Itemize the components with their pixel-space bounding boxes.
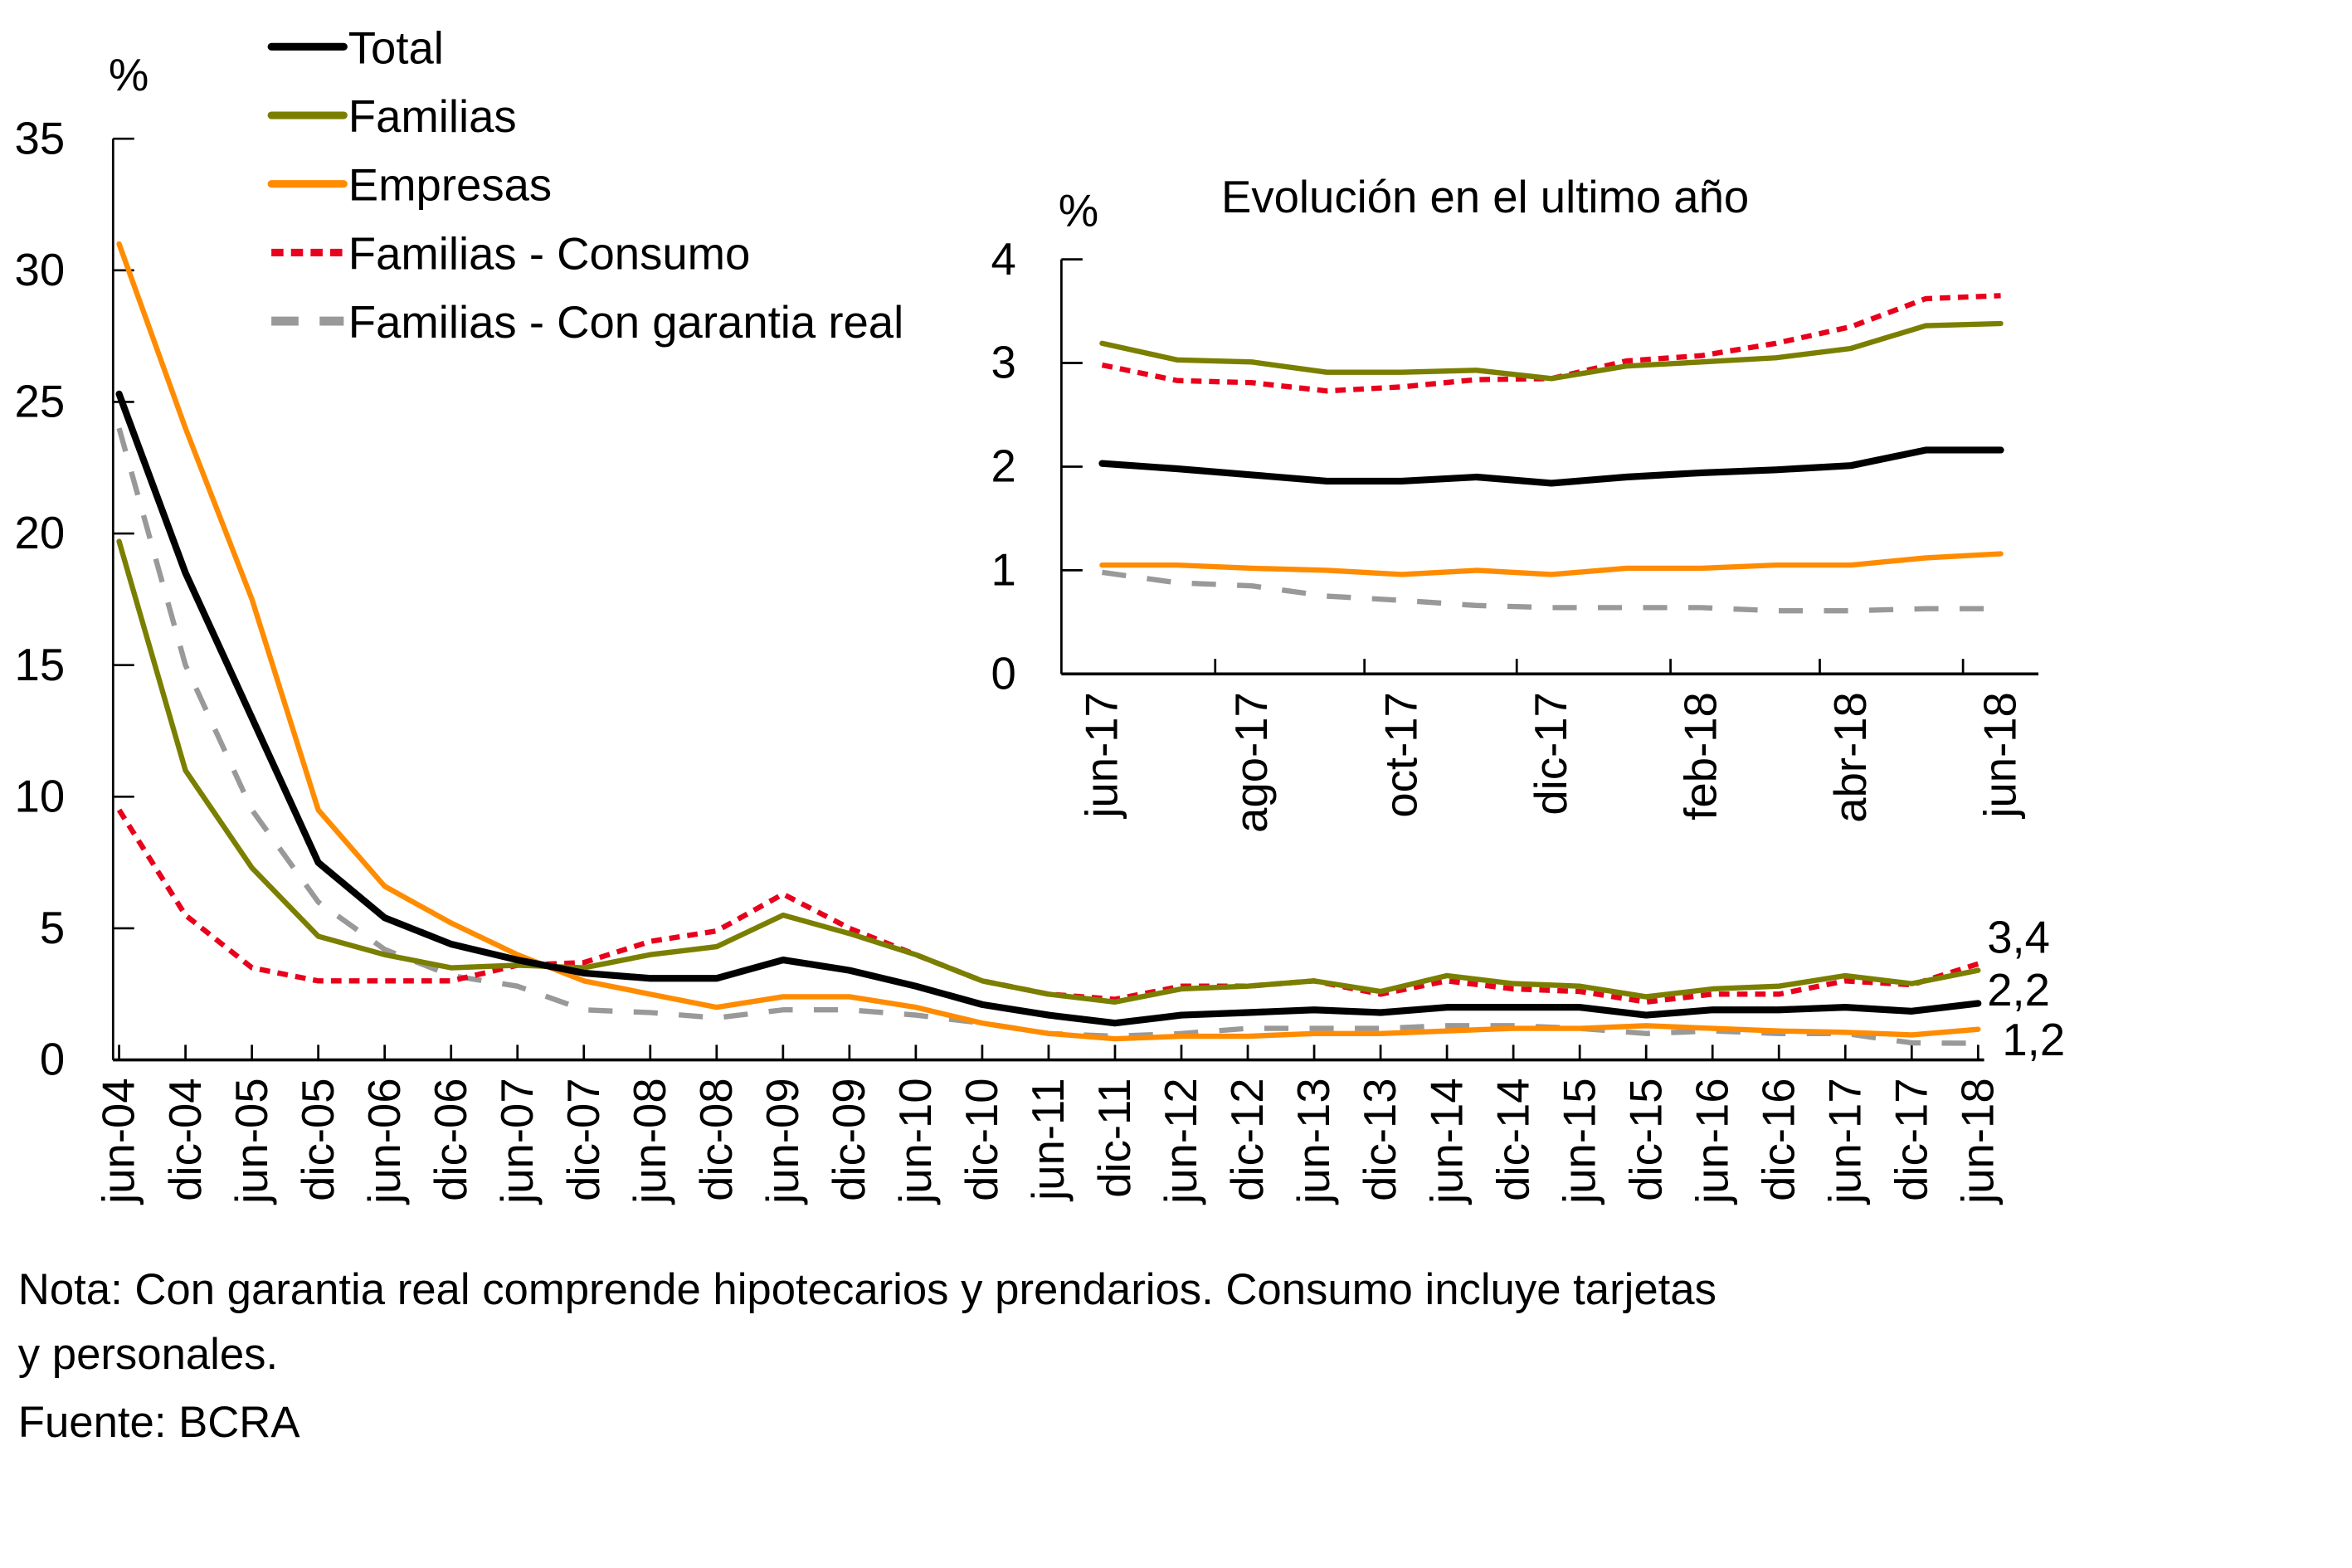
inset-y-unit: %	[1059, 186, 1098, 236]
y-tick-label: 0	[40, 1035, 65, 1085]
legend-label: Familias	[348, 91, 517, 142]
x-tick-label: jun-05	[226, 1078, 277, 1205]
x-tick-label: dic-11	[1089, 1078, 1140, 1197]
x-tick-label: jun-06	[359, 1078, 410, 1205]
legend-label: Total	[348, 22, 444, 73]
end-label-familias: 3,4	[1987, 913, 2050, 963]
x-tick-label: jun-18	[1975, 692, 2026, 819]
x-tick-label: feb-18	[1676, 692, 1726, 821]
x-tick-label: dic-14	[1488, 1078, 1538, 1200]
x-tick-label: dic-12	[1222, 1078, 1273, 1200]
x-tick-label: dic-17	[1526, 692, 1576, 815]
legend: Total Familias Empresas Familias - Consumo F…	[267, 22, 903, 348]
x-tick-label: dic-17	[1886, 1078, 1936, 1200]
x-tick-label: jun-08	[625, 1078, 675, 1205]
x-tick-label: jun-10	[890, 1078, 941, 1205]
x-tick-label: ago-17	[1226, 692, 1277, 833]
inset-series	[1098, 293, 2004, 614]
legend-item-familias-consumo: Familias - Consumo	[271, 228, 750, 279]
x-tick-label: oct-17	[1376, 692, 1427, 817]
main-series	[115, 241, 1982, 1046]
x-tick-label: dic-08	[691, 1078, 742, 1200]
y-tick-label: 30	[15, 245, 66, 295]
x-tick-label: jun-14	[1421, 1078, 1472, 1205]
inset-y-axis: 0 1 2 3 4	[991, 234, 1083, 699]
x-tick-label: jun-16	[1687, 1078, 1737, 1205]
y-tick-label: 0	[991, 649, 1016, 699]
source-line: Fuente: BCRA	[18, 1398, 301, 1447]
series-line-empresas	[116, 241, 1981, 1042]
series-line-familias-con-garantia-real	[1102, 569, 2001, 614]
series-line-familias-consumo	[116, 808, 1979, 1005]
main-y-unit: %	[109, 50, 149, 100]
main-x-axis: jun-04 dic-04 jun-05 dic-05 jun-06 dic-06 jun-…	[94, 1045, 2003, 1205]
notes: Nota: Con garantia real comprende hipote…	[18, 1265, 1717, 1447]
y-tick-label: 10	[15, 771, 66, 821]
y-tick-label: 1	[991, 545, 1016, 596]
x-tick-label: dic-13	[1355, 1078, 1405, 1200]
legend-label: Empresas	[348, 160, 552, 211]
x-tick-label: dic-07	[558, 1078, 609, 1200]
legend-label: Familias - Con garantia real	[348, 297, 903, 348]
x-tick-label: jun-04	[94, 1078, 144, 1205]
main-y-axis: 0 5 10 15 20 25 30 35	[15, 113, 134, 1085]
x-tick-label: jun-13	[1288, 1078, 1339, 1205]
x-tick-label: jun-15	[1554, 1078, 1605, 1205]
end-label-empresas: 1,2	[2002, 1015, 2065, 1065]
y-tick-label: 35	[15, 113, 66, 163]
x-tick-label: dic-04	[160, 1078, 211, 1200]
x-tick-label: jun-07	[492, 1078, 543, 1205]
inset-chart: Evolución en el ultimo año % 0 1 2 3 4 jun-1…	[991, 172, 2038, 833]
end-labels: 3,4 2,2 1,2	[1987, 913, 2065, 1066]
x-tick-label: dic-15	[1620, 1078, 1671, 1200]
inset-title: Evolución en el ultimo año	[1221, 172, 1749, 222]
x-tick-label: dic-16	[1753, 1078, 1804, 1200]
legend-item-familias: Familias	[267, 91, 517, 142]
series-line-empresas	[1099, 551, 2004, 577]
legend-label: Familias - Consumo	[348, 228, 751, 279]
inset-x-axis: jun-17 ago-17 oct-17 dic-17 feb-18 abr-18 jun-…	[1061, 659, 2038, 833]
x-tick-label: jun-17	[1819, 1078, 1870, 1205]
y-tick-label: 3	[991, 338, 1016, 388]
x-tick-label: dic-09	[824, 1078, 874, 1200]
legend-item-total: Total	[267, 22, 444, 73]
x-tick-label: jun-17	[1077, 692, 1127, 819]
x-tick-label: jun-18	[1952, 1078, 2003, 1205]
y-tick-label: 2	[991, 441, 1016, 492]
x-tick-label: dic-10	[957, 1078, 1007, 1200]
x-tick-label: jun-12	[1156, 1078, 1206, 1205]
x-tick-label: jun-09	[757, 1078, 808, 1205]
x-tick-label: jun-11	[1023, 1078, 1074, 1201]
series-line-total	[1098, 446, 2004, 487]
series-line-familias-consumo	[1101, 293, 2001, 394]
x-tick-label: abr-18	[1825, 692, 1876, 823]
y-tick-label: 15	[15, 640, 66, 690]
series-line-familias	[1099, 320, 2004, 382]
note-line-1: Nota: Con garantia real comprende hipote…	[18, 1265, 1717, 1314]
y-tick-label: 20	[15, 508, 66, 558]
legend-item-empresas: Empresas	[267, 160, 552, 211]
series-line-familias	[116, 538, 1981, 1005]
x-tick-label: dic-05	[293, 1078, 343, 1200]
note-line-2: y personales.	[18, 1330, 278, 1379]
y-tick-label: 4	[991, 234, 1016, 285]
y-tick-label: 5	[40, 903, 65, 953]
x-tick-label: dic-06	[426, 1078, 476, 1200]
end-label-total: 2,2	[1987, 965, 2050, 1015]
legend-item-familias-con-garantia-real: Familias - Con garantia real	[271, 297, 903, 348]
series-line-total	[115, 390, 1982, 1027]
y-tick-label: 25	[15, 377, 66, 427]
